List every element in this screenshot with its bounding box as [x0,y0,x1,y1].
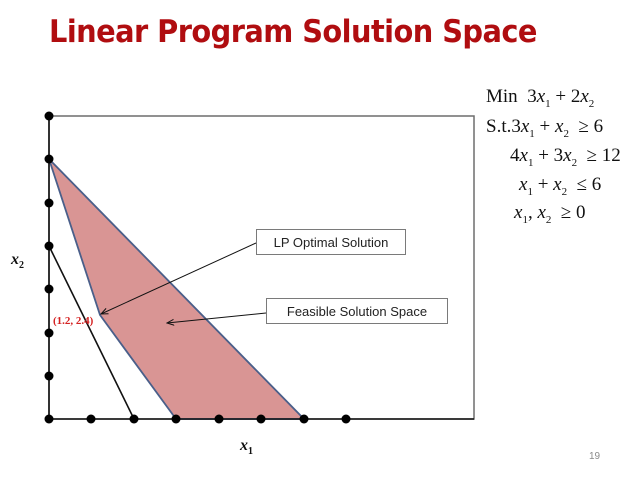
lp-optimal-callout: LP Optimal Solution [256,229,406,255]
constraint-2: 4x1 + 3x2 ≥ 12 [510,145,621,169]
feasible-space-callout: Feasible Solution Space [266,298,448,324]
feasible-region [48,158,307,420]
constraint-4: x1, x2 ≥ 0 [514,202,586,226]
constraint-1: S.t.3x1 + x2 ≥ 6 [486,116,604,140]
y-tick-dots [44,111,54,424]
objective-function: Min 3x1 + 2x2 [486,86,595,110]
constraint-line [48,245,135,420]
optimal-arrow [101,242,257,314]
objective-prefix: Min [486,86,518,107]
x-axis-label: x1 [240,437,253,458]
y-axis-label: x2 [11,251,24,272]
x-tick-dots [86,414,351,424]
slide-number: 19 [589,451,601,462]
feasible-arrow [167,312,267,323]
constraints-label: S.t. [486,116,512,137]
slide-title: Linear Program Solution Space [49,14,537,50]
constraint-3: x1 + x2 ≤ 6 [519,174,602,198]
optimal-point-label: (1.2, 2.4) [53,315,94,327]
